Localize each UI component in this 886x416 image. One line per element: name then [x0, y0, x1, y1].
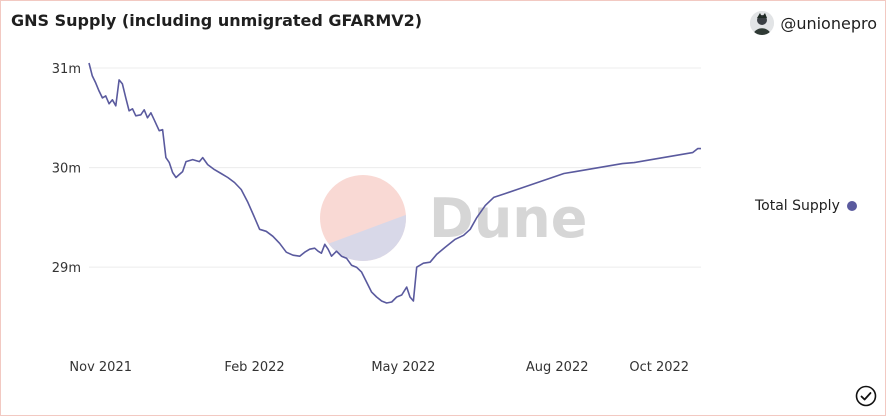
- x-tick-label: Aug 2022: [526, 360, 589, 375]
- x-tick-label: May 2022: [371, 360, 435, 375]
- chart-title: GNS Supply (including unmigrated GFARMV2…: [11, 11, 423, 30]
- y-tick-label: 30m: [52, 162, 81, 177]
- x-axis-ticks: Nov 2021 Feb 2022 May 2022 Aug 2022 Oct 2022: [69, 360, 689, 375]
- y-axis-ticks: 31m 30m 29m: [52, 62, 81, 276]
- watermark-bottom-half: [320, 213, 406, 261]
- avatar: [750, 11, 775, 35]
- check-circle-icon[interactable]: [855, 385, 877, 407]
- series-line-total-supply: [88, 62, 701, 304]
- author-name: @unionepro: [780, 13, 877, 33]
- legend[interactable]: Total Supply: [755, 198, 857, 214]
- avatar-image: [750, 11, 775, 35]
- legend-label: Total Supply: [755, 198, 840, 214]
- y-tick-label: 31m: [52, 62, 81, 77]
- x-tick-label: Nov 2021: [69, 360, 132, 375]
- legend-swatch: [846, 201, 857, 211]
- author-link[interactable]: @unionepro: [750, 11, 877, 35]
- dune-watermark: Dune: [320, 175, 587, 261]
- x-tick-label: Oct 2022: [629, 360, 689, 375]
- x-tick-label: Feb 2022: [224, 360, 284, 375]
- line-chart: Dune 31m 30m 29m Nov 2021 Feb 2022 May 2022 A…: [52, 62, 701, 375]
- series-group: [88, 62, 701, 304]
- y-tick-label: 29m: [52, 261, 81, 276]
